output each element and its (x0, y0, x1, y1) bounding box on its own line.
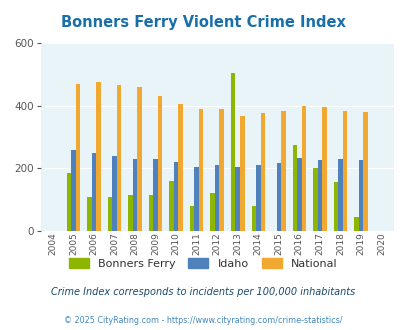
Legend: Bonners Ferry, Idaho, National: Bonners Ferry, Idaho, National (65, 255, 340, 272)
Bar (117, 84, 121, 231)
Bar (219, 109, 224, 231)
Bar (112, 156, 117, 231)
Bar (149, 195, 153, 231)
Bar (173, 162, 178, 231)
Bar (353, 217, 358, 231)
Bar (198, 109, 203, 231)
Bar (132, 159, 137, 231)
Bar (194, 167, 198, 231)
Bar (214, 165, 219, 231)
Bar (239, 116, 244, 231)
Bar (190, 206, 194, 231)
Bar (358, 160, 362, 231)
Text: Crime Index corresponds to incidents per 100,000 inhabitants: Crime Index corresponds to incidents per… (51, 287, 354, 297)
Bar (137, 87, 141, 231)
Bar (96, 82, 100, 231)
Bar (333, 182, 337, 231)
Bar (169, 181, 173, 231)
Bar (107, 197, 112, 231)
Bar (235, 167, 239, 231)
Bar (292, 145, 296, 231)
Bar (92, 153, 96, 231)
Bar (87, 197, 92, 231)
Bar (75, 84, 80, 231)
Bar (251, 206, 256, 231)
Bar (362, 113, 367, 231)
Bar (256, 165, 260, 231)
Bar (276, 163, 280, 231)
Bar (128, 195, 132, 231)
Bar (317, 159, 321, 231)
Bar (66, 173, 71, 231)
Bar (71, 150, 75, 231)
Bar (342, 111, 346, 231)
Bar (210, 193, 214, 231)
Text: Bonners Ferry Violent Crime Index: Bonners Ferry Violent Crime Index (60, 15, 345, 30)
Bar (178, 104, 183, 231)
Bar (260, 114, 264, 231)
Bar (312, 168, 317, 231)
Bar (321, 107, 326, 231)
Bar (153, 159, 158, 231)
Bar (230, 73, 235, 231)
Bar (158, 96, 162, 231)
Bar (301, 106, 305, 231)
Bar (337, 159, 342, 231)
Text: © 2025 CityRating.com - https://www.cityrating.com/crime-statistics/: © 2025 CityRating.com - https://www.city… (64, 315, 341, 325)
Bar (296, 158, 301, 231)
Bar (280, 111, 285, 231)
